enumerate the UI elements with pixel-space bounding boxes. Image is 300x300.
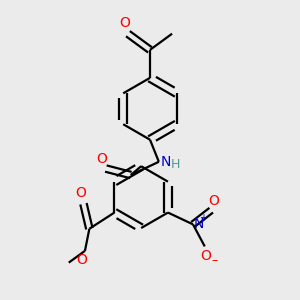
- Text: O: O: [76, 186, 87, 200]
- Text: O: O: [96, 152, 107, 166]
- Text: O: O: [208, 194, 219, 208]
- Text: O: O: [200, 249, 211, 263]
- Text: N: N: [160, 155, 171, 169]
- Text: O: O: [119, 16, 130, 30]
- Text: O: O: [76, 253, 87, 267]
- Text: N: N: [194, 217, 204, 231]
- Text: H: H: [171, 158, 181, 171]
- Text: +: +: [199, 213, 207, 223]
- Text: –: –: [211, 254, 217, 267]
